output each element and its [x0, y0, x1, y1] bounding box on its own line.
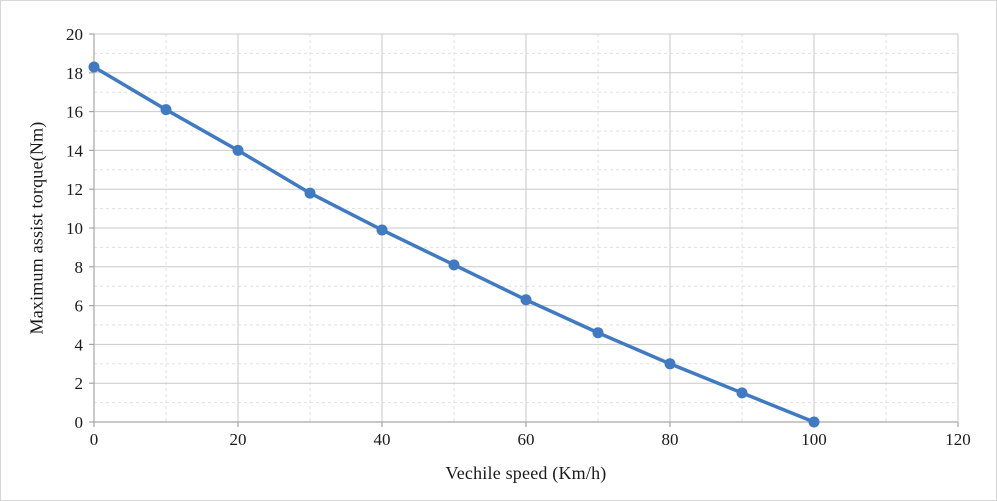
data-point-marker: [592, 327, 604, 339]
y-tick-label: 16: [66, 103, 83, 122]
y-tick-label: 2: [75, 374, 84, 393]
data-point-marker: [664, 358, 676, 370]
data-point-marker: [736, 387, 748, 399]
x-tick-label: 0: [90, 430, 99, 449]
data-point-marker: [448, 259, 460, 271]
x-axis-title: Vechile speed (Km/h): [445, 463, 607, 483]
y-tick-label: 20: [66, 25, 83, 44]
y-tick-label: 4: [75, 335, 84, 354]
x-tick-label: 60: [518, 430, 535, 449]
x-tick-label: 20: [230, 430, 247, 449]
y-axis-title: Maximum assist torque(Nm): [26, 121, 47, 335]
y-tick-label: 8: [75, 258, 84, 277]
y-tick-label: 0: [75, 413, 84, 432]
x-tick-label: 40: [374, 430, 391, 449]
y-tick-label: 12: [66, 180, 83, 199]
data-point-marker: [520, 294, 532, 306]
y-tick-label: 6: [75, 297, 84, 316]
data-point-marker: [808, 416, 820, 428]
x-tick-label: 120: [945, 430, 971, 449]
y-tick-label: 18: [66, 64, 83, 83]
y-tick-label: 10: [66, 219, 83, 238]
data-point-marker: [304, 187, 316, 199]
data-point-marker: [88, 61, 100, 73]
data-point-marker: [232, 144, 244, 156]
data-point-marker: [160, 104, 172, 116]
x-tick-label: 80: [662, 430, 679, 449]
y-tick-label: 14: [66, 141, 84, 160]
data-point-marker: [376, 224, 388, 236]
x-tick-label: 100: [801, 430, 827, 449]
